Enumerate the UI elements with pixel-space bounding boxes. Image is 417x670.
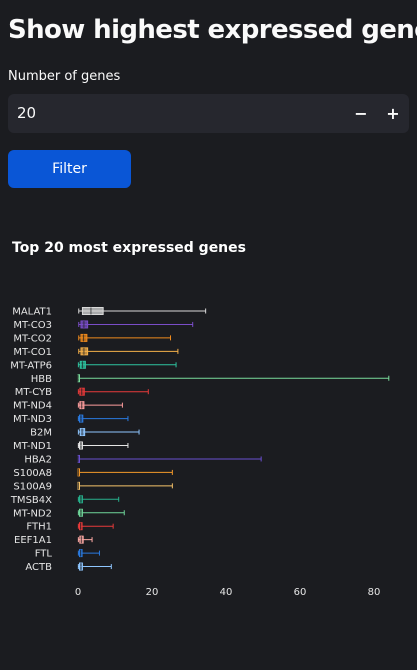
gene-label: FTH1 xyxy=(26,522,52,533)
gene-label: MT-ATP6 xyxy=(10,360,52,371)
gene-label: MT-CYB xyxy=(15,387,52,398)
gene-label: MT-CO1 xyxy=(13,347,52,358)
x-tick-label: 60 xyxy=(294,587,307,598)
gene-label: MT-ND3 xyxy=(13,414,52,425)
number-of-genes-input[interactable]: 20 − + xyxy=(8,94,409,133)
chart-title: Top 20 most expressed genes xyxy=(12,240,246,256)
number-of-genes-label: Number of genes xyxy=(8,69,121,84)
box xyxy=(81,307,104,315)
gene-label: MT-CO2 xyxy=(13,333,52,344)
gene-label: MT-ND4 xyxy=(13,401,52,412)
x-tick-label: 20 xyxy=(146,587,159,598)
gene-label: B2M xyxy=(30,428,52,439)
gene-label: HBB xyxy=(31,374,52,385)
decrement-button[interactable]: − xyxy=(354,104,368,123)
gene-label: MALAT1 xyxy=(12,307,52,318)
gene-label: HBA2 xyxy=(24,454,52,465)
gene-label: S100A8 xyxy=(13,468,52,479)
x-tick-label: 80 xyxy=(368,587,381,598)
filter-button[interactable]: Filter xyxy=(8,150,131,188)
gene-label: MT-ND1 xyxy=(13,441,52,452)
x-tick-label: 0 xyxy=(75,587,81,598)
increment-button[interactable]: + xyxy=(386,104,400,123)
number-of-genes-value[interactable]: 20 xyxy=(17,104,37,122)
gene-label: FTL xyxy=(35,549,53,560)
gene-label: MT-CO3 xyxy=(13,320,52,331)
x-tick-label: 40 xyxy=(220,587,233,598)
gene-label: EEF1A1 xyxy=(14,535,52,546)
gene-label: TMSB4X xyxy=(10,495,52,506)
gene-label: MT-ND2 xyxy=(13,508,52,519)
page-title: Show highest expressed genes xyxy=(8,15,417,45)
gene-label: S100A9 xyxy=(13,481,52,492)
gene-label: ACTB xyxy=(25,562,52,573)
